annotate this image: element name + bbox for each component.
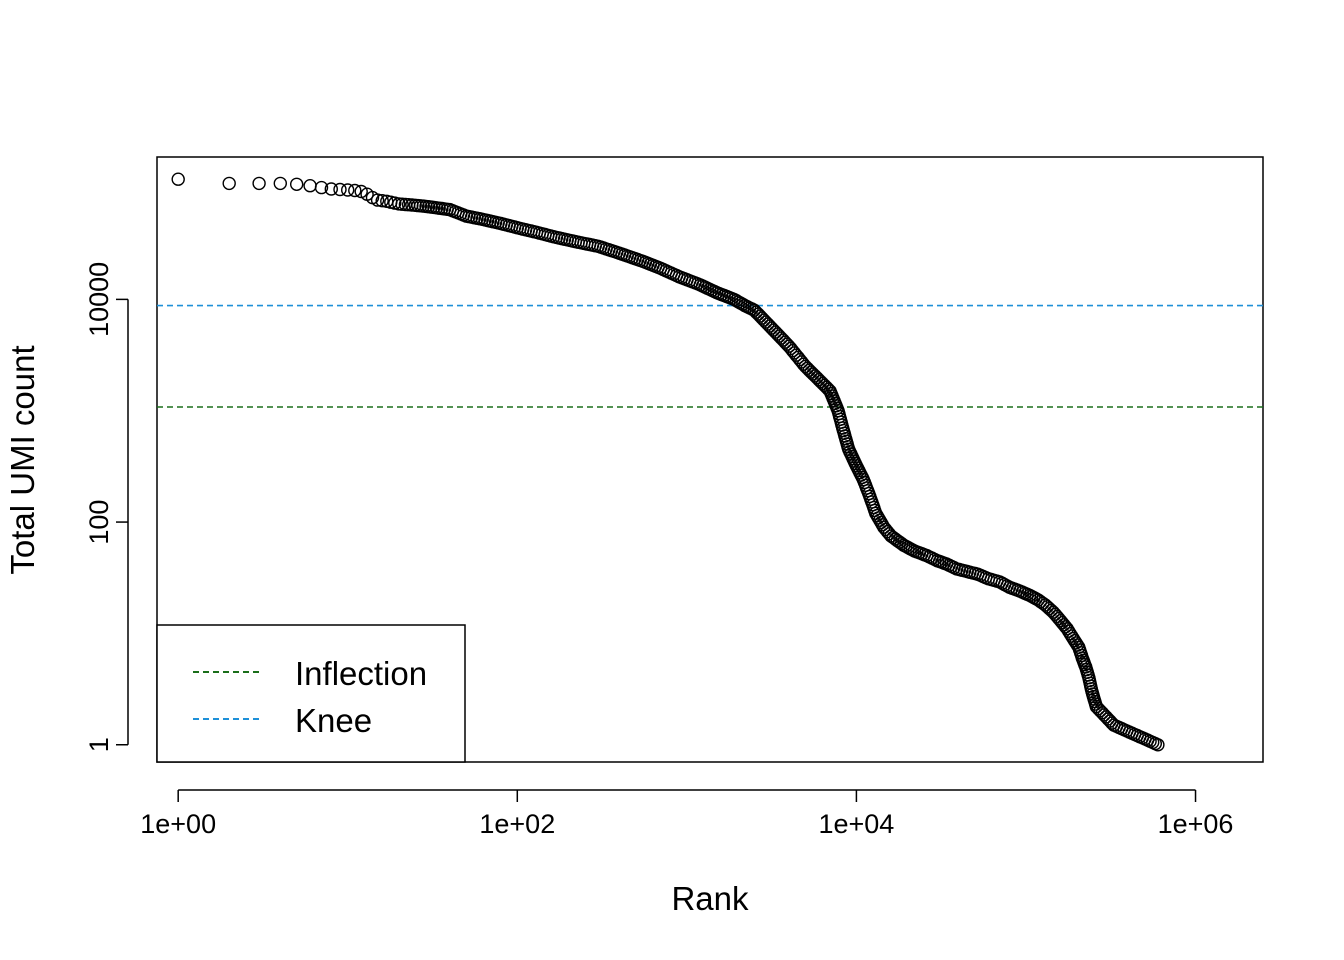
data-point (1151, 738, 1165, 752)
x-tick-label: 1e+04 (818, 809, 894, 839)
legend: Inflection Knee (156, 624, 466, 763)
data-point (273, 176, 287, 191)
data-point (314, 180, 329, 195)
legend-knee-label: Knee (295, 702, 372, 739)
data-point (290, 177, 304, 192)
data-point (303, 178, 317, 193)
reference-lines (157, 304, 1263, 408)
data-point (333, 182, 347, 197)
y-axis-title: Total UMI count (4, 345, 41, 574)
data-point (252, 176, 266, 191)
y-tick-label: 100 (84, 500, 114, 545)
data-point (341, 183, 355, 197)
legend-box (156, 624, 466, 763)
x-tick-label: 1e+06 (1158, 809, 1234, 839)
data-points (171, 172, 1165, 752)
data-point (1058, 620, 1073, 634)
data-point (375, 193, 389, 208)
x-tick-label: 1e+00 (140, 809, 216, 839)
x-tick-label: 1e+02 (479, 809, 555, 839)
y-tick-label: 1 (84, 737, 114, 752)
y-axis: 1 100 10000 (84, 262, 129, 752)
legend-inflection-label: Inflection (295, 655, 427, 692)
data-point (171, 172, 185, 186)
data-point (348, 183, 362, 198)
data-point (222, 176, 236, 191)
data-point (324, 182, 338, 196)
data-point (370, 193, 385, 207)
y-tick-label: 10000 (84, 262, 114, 337)
x-axis: 1e+00 1e+02 1e+04 1e+06 (140, 789, 1234, 839)
x-axis-title: Rank (671, 880, 749, 917)
data-point (354, 184, 368, 199)
plot-frame (156, 156, 1264, 763)
